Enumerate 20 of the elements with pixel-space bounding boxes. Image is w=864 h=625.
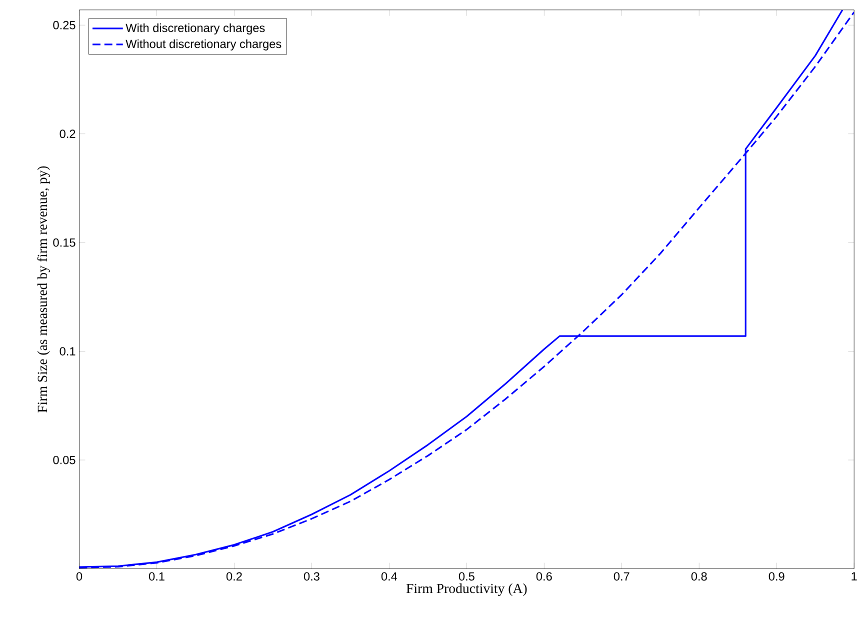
y-tick-label: 0.15 [53, 238, 76, 247]
x-tick-label: 0.5 [458, 572, 474, 580]
x-tick-label: 0.9 [768, 572, 784, 580]
x-tick-label: 0.2 [226, 572, 242, 580]
x-tick-label: 0 [76, 572, 82, 580]
y-tick-label: 0.05 [53, 456, 76, 464]
x-tick-label: 0.6 [536, 572, 552, 580]
x-axis-title: Firm Productivity (A) [406, 583, 527, 596]
legend-label: Without discretionary charges [126, 39, 282, 50]
x-tick-label: 1 [852, 572, 857, 580]
y-tick-label: 0.25 [53, 20, 76, 30]
y-tick-label: 0.2 [60, 130, 76, 138]
y-axis-title: Firm Size (as measured by firm revenue, py) [37, 166, 50, 412]
x-tick-label: 0.8 [691, 572, 707, 580]
x-tick-label: 0.4 [381, 572, 398, 580]
legend-label: With discretionary charges [126, 23, 265, 34]
x-tick-label: 0.3 [304, 572, 320, 580]
x-tick-label: 0.1 [148, 572, 164, 580]
x-tick-label: 0.7 [614, 572, 630, 580]
y-tick-label: 0.1 [60, 347, 76, 356]
